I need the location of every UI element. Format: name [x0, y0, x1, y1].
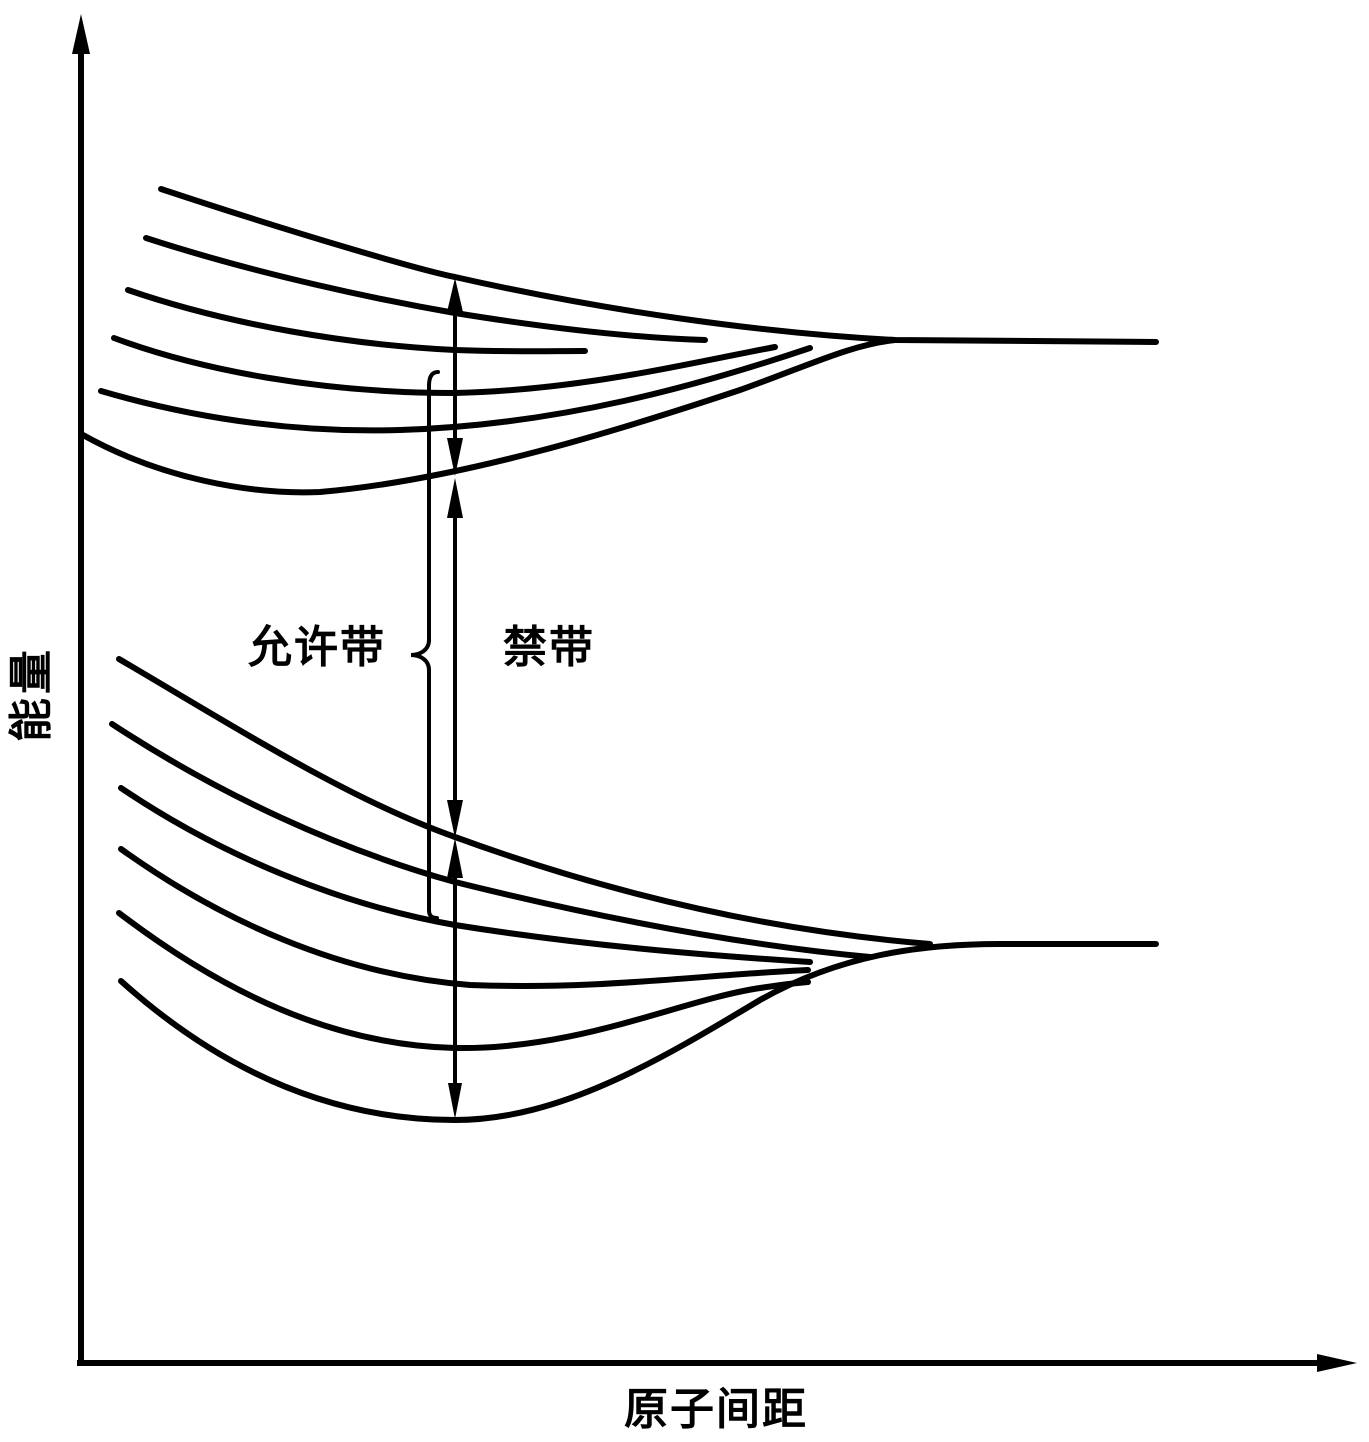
- forbidden-band-label: 禁带: [503, 622, 595, 673]
- lower-band-curve-5: [116, 910, 811, 1052]
- allowed-band-upper-arrowhead-down-icon: [447, 438, 463, 476]
- upper-band-curve-5: [98, 345, 813, 434]
- upper-band-curve-1: [158, 186, 1159, 345]
- forbidden-band-arrowhead-down-icon: [447, 800, 463, 838]
- allowed-band-lower-arrowhead-down-icon: [448, 1083, 462, 1119]
- dimension-arrows: [447, 278, 463, 1119]
- upper-energy-band: [80, 186, 1159, 496]
- axes: [72, 14, 1357, 1372]
- upper-band-curve-4: [111, 335, 778, 396]
- allowed-band-upper-arrowhead-up-icon: [447, 278, 463, 312]
- y-axis-arrowhead-icon: [72, 14, 90, 54]
- y-axis-label: 能量: [6, 646, 57, 742]
- x-axis-arrowhead-icon: [1317, 1354, 1357, 1372]
- upper-band-curve-2: [143, 235, 708, 343]
- lower-energy-band: [109, 656, 1159, 1123]
- x-axis-label: 原子间距: [624, 1384, 808, 1435]
- upper-band-curve-6: [80, 337, 898, 496]
- allowed-band-label: 允许带: [248, 622, 386, 673]
- allowed-band-brace-icon: [410, 370, 440, 920]
- upper-band-curve-3: [125, 287, 588, 355]
- allowed-band-lower-arrowhead-up-icon: [447, 838, 463, 878]
- lower-band-curve-4: [118, 846, 811, 989]
- forbidden-band-arrowhead-up-icon: [447, 478, 463, 518]
- lower-band-curve-1: [116, 656, 933, 947]
- lower-band-curve-6: [118, 941, 1159, 1123]
